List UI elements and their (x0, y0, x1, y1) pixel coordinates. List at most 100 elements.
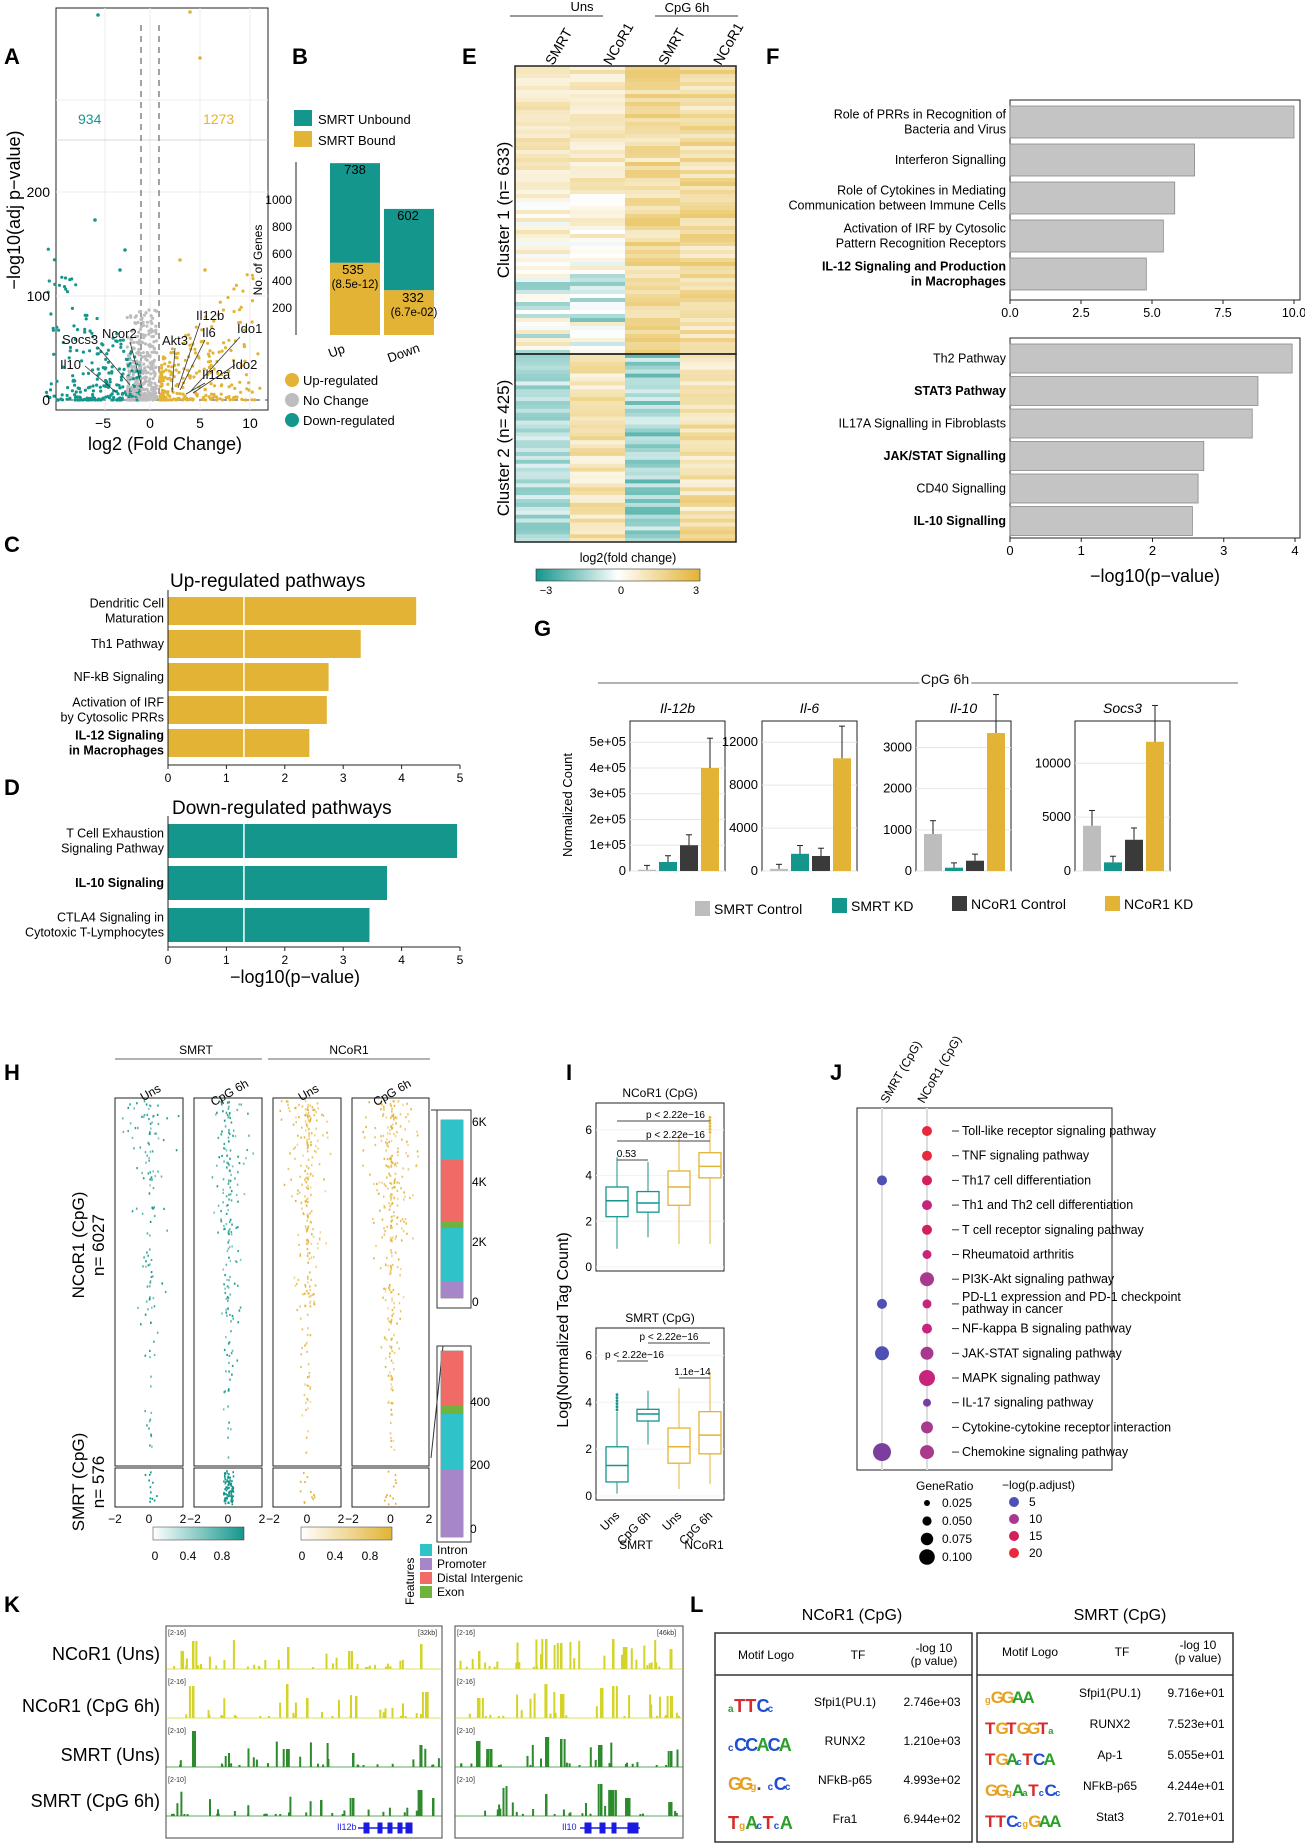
heatmap-cell (680, 286, 736, 291)
k-peak (197, 1665, 200, 1669)
heatmap-cell (515, 142, 570, 147)
heatmap-cell (570, 70, 625, 75)
h-signal-mark (228, 1132, 231, 1136)
h-signal-mark (300, 1317, 302, 1320)
h-signal-mark (235, 1226, 237, 1230)
panel-l-motifs: NCoR1 (CpG) SMRT (CpG) Motif Logo TF -lo… (714, 1607, 1234, 1843)
heatmap-cell (570, 198, 625, 203)
k-track-peaks (166, 1639, 683, 1817)
i-outlier (615, 1408, 619, 1412)
h-signal-mark (390, 1198, 392, 1201)
heatmap-cell (625, 310, 680, 315)
heatmap-cell (625, 90, 680, 95)
h-signal-mark (149, 1131, 151, 1134)
h-signal-mark (141, 1212, 144, 1215)
k-peak (415, 1713, 418, 1718)
volcano-point (52, 352, 56, 356)
h-signal-mark (395, 1165, 398, 1168)
heatmap-cell (680, 463, 736, 468)
legend-unbound: SMRT Unbound (318, 112, 411, 127)
feature-promoter (441, 1282, 463, 1298)
k-peak (259, 1715, 262, 1718)
heatmap-cell (515, 397, 570, 402)
heatmap-cell (570, 134, 625, 139)
volcano-point (138, 371, 142, 375)
h-signal-mark (392, 1263, 394, 1267)
heatmap-cell (680, 455, 736, 461)
volcano-point (240, 397, 244, 401)
volcano-point (147, 329, 151, 333)
heatmap-cell (515, 266, 570, 271)
h-signal-mark (307, 1145, 309, 1148)
k-peak (209, 1799, 211, 1816)
h-signal-mark (388, 1174, 391, 1177)
h-signal-mark (410, 1108, 412, 1111)
k-peak (287, 1749, 290, 1767)
h-signal-mark (227, 1487, 229, 1489)
heatmap-cell (680, 361, 736, 366)
panel-d-down-pathways: Down-regulated pathways T Cell Exhaustio… (25, 798, 464, 987)
h-signal-mark (232, 1495, 235, 1498)
heatmap-cell (515, 278, 570, 283)
panel-letter-l: L (690, 1592, 703, 1617)
volcano-point (91, 393, 95, 397)
h-signal-mark (231, 1373, 233, 1376)
volcano-point (159, 370, 163, 374)
volcano-point (95, 383, 99, 387)
volcano-point (235, 395, 239, 399)
h-signal-mark (391, 1290, 393, 1293)
h-signal-mark (148, 1285, 151, 1288)
pathway-label: Dendritic Cell (90, 597, 164, 611)
i-group: SMRT (619, 1538, 653, 1552)
volcano-point (218, 300, 222, 304)
k-peak (287, 1647, 290, 1669)
volcano-point (149, 314, 153, 318)
h-signal-mark (322, 1134, 324, 1137)
volcano-point (73, 395, 78, 399)
h-signal-mark (362, 1164, 364, 1167)
i-box (605, 1186, 629, 1218)
k-frame-il12b (165, 1625, 443, 1839)
heatmap-cell (625, 222, 680, 227)
motif-letter: G (1027, 1719, 1040, 1738)
h-signal-mark (304, 1114, 306, 1117)
h-signal-mark (309, 1119, 312, 1122)
heatmap-cell (680, 326, 736, 331)
h-signal-mark (401, 1218, 404, 1221)
heatmap-cell (515, 522, 570, 527)
volcano-point (242, 343, 246, 347)
volcano-point (106, 360, 110, 364)
k-peak (553, 1814, 556, 1816)
h-signal-mark (230, 1233, 233, 1236)
volcano-point (72, 324, 76, 328)
heatmap-cell (570, 518, 625, 523)
h-signal-mark (218, 1156, 221, 1159)
k-peak (207, 1710, 210, 1718)
h-signal-mark (122, 1130, 125, 1133)
volcano-point (145, 320, 150, 324)
h-signal-mark (307, 1176, 310, 1179)
h-signal-mark (306, 1350, 308, 1353)
k-peak (420, 1790, 423, 1816)
volcano-point (136, 381, 140, 385)
k-peak (635, 1659, 638, 1669)
volcano-point (130, 394, 135, 399)
h-signal-mark (147, 1172, 150, 1175)
g-subplot-title: Il-6 (800, 700, 820, 716)
h-signal-mark (313, 1114, 315, 1117)
h-signal-mark (321, 1113, 323, 1116)
i-box (698, 1411, 722, 1455)
volcano-point (74, 390, 78, 394)
g-bar (1125, 839, 1143, 871)
g-ytick: 5000 (1042, 809, 1071, 824)
h-signal-mark (135, 1207, 138, 1210)
h-signal-mark (393, 1302, 395, 1305)
heatmap-cell (515, 499, 570, 504)
h-signal-mark (310, 1256, 313, 1259)
h-signal-mark (232, 1475, 235, 1478)
volcano-point (240, 364, 244, 368)
k-peak (631, 1763, 634, 1767)
motif-letter: C (768, 1735, 781, 1755)
h-signal-mark (304, 1178, 306, 1181)
motif-letter: . (756, 1774, 761, 1794)
